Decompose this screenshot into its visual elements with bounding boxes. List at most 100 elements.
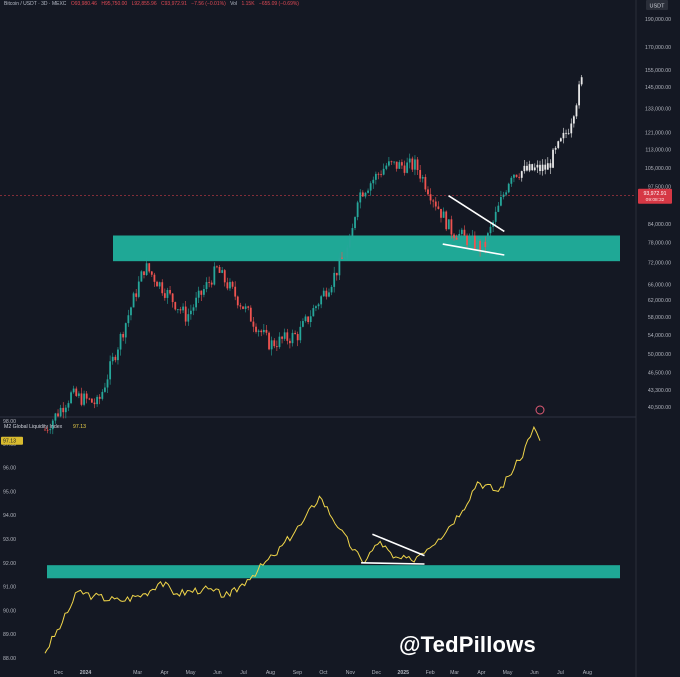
candle-body (153, 274, 156, 282)
candle-body (372, 179, 375, 184)
time-axis-label: Jun (530, 670, 538, 676)
candle (111, 352, 114, 365)
candle-body (210, 282, 213, 285)
candle-body (62, 407, 65, 413)
candle-body (268, 332, 270, 350)
candle-body (559, 138, 562, 142)
candle (182, 303, 184, 314)
candle (96, 394, 99, 407)
candle (205, 277, 208, 293)
candle (335, 272, 338, 281)
candle (330, 285, 333, 296)
candle-body (351, 228, 354, 238)
candle-body (460, 229, 463, 234)
open-value: O93,980.46 (70, 1, 97, 7)
candle (278, 332, 281, 349)
candle-body (440, 208, 442, 218)
candle (166, 287, 169, 304)
candle-body (119, 334, 122, 350)
candle-body (182, 306, 184, 311)
candle (270, 336, 273, 356)
candle-body (234, 286, 237, 297)
m2-axis-label: 89.00 (3, 632, 16, 638)
replay-icon[interactable] (535, 405, 545, 415)
candle-body (505, 192, 508, 195)
candle-body (288, 340, 291, 344)
candle (520, 170, 523, 182)
candle (549, 159, 552, 174)
candle (268, 331, 270, 351)
candle-body (255, 326, 257, 332)
candle-body (200, 290, 203, 295)
candle (356, 200, 359, 221)
candle (450, 215, 453, 239)
candle-body (453, 234, 455, 238)
candle (539, 160, 541, 175)
candle (377, 172, 380, 180)
symbol-header: Bitcoin / USDT · 3D · MEXC O93,980.46 H9… (4, 1, 302, 7)
candle-body (567, 133, 570, 135)
time-axis-label: Nov (346, 670, 356, 676)
candle (80, 387, 83, 407)
candle (424, 174, 427, 192)
candle-body (539, 164, 541, 172)
candle-body (520, 171, 523, 178)
candle-body (343, 257, 346, 259)
candle (406, 157, 409, 174)
candle-body (117, 349, 119, 361)
candle (140, 270, 143, 282)
candle (291, 329, 294, 347)
time-axis-label: Aug (583, 670, 592, 676)
candle (387, 156, 390, 167)
candle-body (51, 420, 54, 430)
candle (401, 159, 403, 170)
candle (361, 190, 364, 197)
candle (395, 161, 398, 172)
candle (273, 338, 276, 349)
candle-body (137, 281, 140, 297)
candle-body (312, 308, 315, 317)
candle-body (494, 211, 497, 222)
candle-body (307, 316, 310, 323)
candle (119, 332, 122, 356)
candle (203, 284, 205, 298)
candle-body (135, 293, 138, 297)
candle (458, 229, 461, 245)
candle (179, 306, 182, 314)
candle (526, 161, 528, 172)
candle (510, 176, 513, 187)
candle-body (247, 306, 250, 308)
candle (476, 238, 479, 252)
candle-body (231, 281, 234, 287)
candle (294, 330, 297, 335)
candle-body (260, 330, 263, 333)
candle (572, 115, 575, 128)
price-axis-label: 58,000.00 (648, 315, 671, 321)
candle (77, 391, 80, 399)
candle (567, 128, 570, 135)
candle (479, 239, 481, 257)
currency-button[interactable] (646, 0, 668, 10)
candle (432, 198, 435, 208)
candle-body (341, 257, 343, 259)
candle (419, 165, 422, 183)
candle-body (281, 336, 283, 339)
candle-body (132, 293, 135, 308)
candle (304, 314, 307, 323)
candle (93, 398, 96, 409)
candle-body (242, 306, 244, 309)
close-value: C93,972.91 (161, 1, 187, 7)
time-axis-label: Dec (54, 670, 64, 676)
candle-body (114, 356, 117, 361)
candle (59, 404, 62, 418)
candle-body (216, 266, 218, 268)
symbol-title[interactable]: Bitcoin / USDT · 3D · MEXC (4, 1, 67, 7)
candle (54, 412, 57, 424)
candle (403, 160, 406, 176)
candle (106, 374, 109, 393)
candle (299, 321, 302, 344)
candle (515, 174, 518, 178)
time-axis-label: Jun (213, 670, 221, 676)
candle-body (317, 304, 320, 307)
candle-body (44, 429, 46, 431)
